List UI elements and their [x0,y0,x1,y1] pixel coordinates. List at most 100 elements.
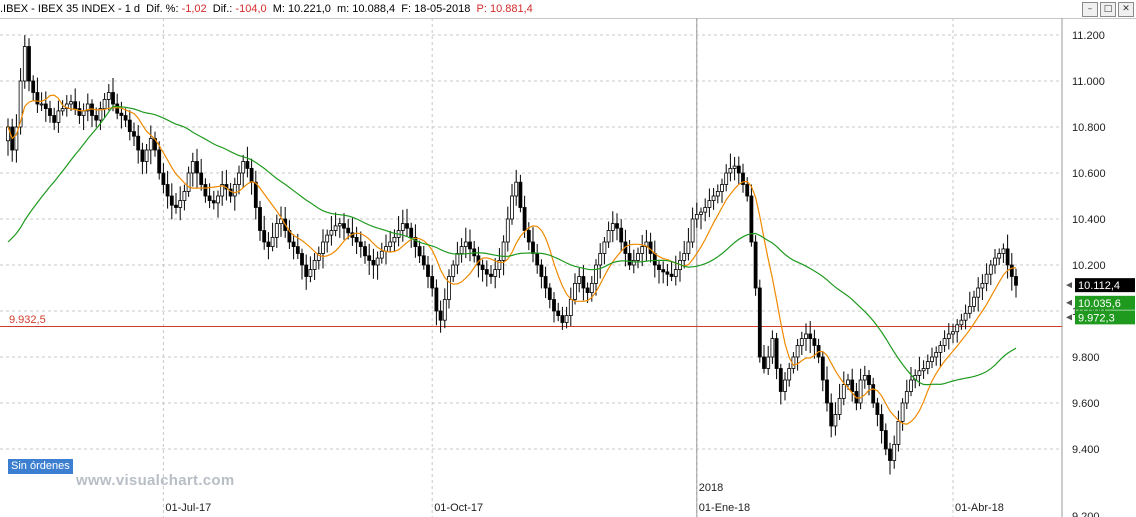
candle-up [904,391,909,404]
price-chart[interactable]: 9.4009.6009.80010.00010.20010.40010.6001… [0,18,1136,517]
candle-down [165,184,170,197]
candle-down [665,271,670,275]
ma-fast-line [7,94,1017,425]
candle-down [409,227,414,238]
y-tick-label: 10.400 [1072,214,1106,226]
price-marker-icon [1066,282,1072,289]
candle-up [711,195,716,201]
candle-down [27,46,31,82]
candle-up [1001,248,1006,254]
candle-down [552,299,556,312]
candle-down [867,374,871,385]
candle-up [766,356,771,369]
candle-up [602,241,607,254]
candle-down [535,253,540,266]
candle-down [522,207,527,231]
candle-up [241,161,246,174]
prev-value: 10.881,4 [489,3,533,15]
candle-down [652,253,657,266]
candle-up [392,236,397,243]
candle-down [526,230,531,243]
candle-up [963,312,968,321]
candle-up [455,253,460,266]
price-label-box [1075,310,1135,325]
candle-down [879,414,884,432]
candle-down [413,236,418,247]
y-tick-label: 9.400 [1072,444,1100,456]
candle-down [111,92,115,105]
candle-up [972,296,976,307]
candle-up [447,276,451,300]
max-label: M: [272,3,285,15]
candle-up [921,368,926,372]
candle-down [367,255,372,261]
candle-down [669,273,674,277]
candle-up [980,282,985,289]
candle-down [228,188,233,197]
candle-up [463,241,468,247]
candle-down [875,402,880,415]
candle-down [140,149,145,162]
candle-up [610,223,615,231]
candle-down [774,338,779,369]
candle-up [312,259,317,270]
candle-down [888,448,892,461]
candle-down [94,115,99,121]
candle-up [501,241,506,261]
candle-up [451,264,456,277]
candle-down [426,264,430,277]
candle-up [984,273,989,284]
maximize-icon[interactable]: □ [1100,2,1116,17]
candle-up [673,269,678,277]
candle-up [938,345,943,353]
candle-up [959,319,964,326]
dif-pct-label: Dif. %: [146,3,179,15]
candle-up [144,149,149,162]
prev-label: P: [476,3,487,15]
status-badge[interactable]: Sin órdenes [8,459,73,474]
candle-up [833,414,838,427]
candle-up [783,379,787,392]
candle-up [606,230,611,243]
candle-down [304,264,309,277]
candle-up [60,108,65,112]
x-tick-label: 01-Abr-18 [955,502,1004,514]
hline-label: 9.932,5 [9,313,46,326]
candle-up [148,138,153,151]
candle-up [39,103,44,106]
candle-up [930,356,934,362]
candle-up [69,101,73,105]
candle-up [510,195,514,220]
candle-up [564,315,569,323]
candle-down [741,172,745,185]
candle-down [119,112,124,116]
y-tick-label: 9.800 [1072,352,1100,364]
candle-down [1009,264,1014,277]
candle-up [976,287,981,298]
candle-up [573,282,577,300]
candle-down [132,131,136,137]
candle-up [598,253,603,266]
candle-down [749,195,754,243]
candle-down [358,241,363,247]
candle-up [795,345,800,358]
candle-up [321,241,325,254]
price-label-text: 9.972,3 [1078,312,1115,324]
y-tick-label: 10.600 [1072,168,1106,180]
price-label-box [1075,278,1135,293]
candle-down [531,241,535,254]
date-value: 18-05-2018 [414,3,471,15]
close-icon[interactable]: ✕ [1118,2,1134,17]
candle-down [295,246,300,254]
candle-down [581,276,586,289]
dif-label: Dif.: [212,3,233,15]
minimize-icon[interactable]: – [1082,2,1098,17]
candle-up [770,338,775,358]
candle-up [707,200,712,208]
x-tick-label: 01-Jul-17 [165,502,211,514]
y-tick-label: 9.600 [1072,398,1100,410]
candle-up [379,250,384,259]
candle-up [862,374,867,381]
candle-up [106,92,111,100]
candle-down [127,119,132,132]
